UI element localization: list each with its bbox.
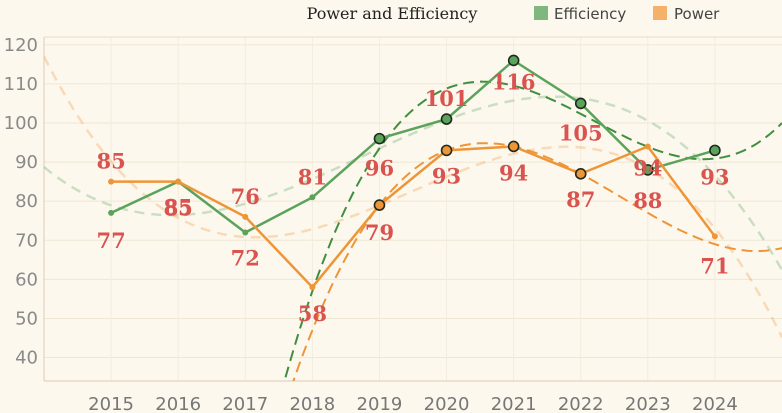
data-label-efficiency: 93 — [700, 164, 729, 189]
y-tick-label: 100 — [4, 113, 38, 134]
legend-swatch-efficiency — [534, 6, 548, 20]
data-point-power[interactable] — [574, 168, 587, 180]
data-label-efficiency: 96 — [365, 156, 394, 181]
x-tick-label: 2024 — [692, 394, 738, 413]
x-axis-ticks: 2015 2016 2017 2018 2019 2020 2021 2022 2023 2024 — [88, 394, 738, 413]
data-point-efficiency[interactable] — [709, 144, 721, 157]
y-tick-label: 120 — [4, 35, 38, 56]
data-label-power: 79 — [365, 220, 394, 245]
data-label-power: 85 — [164, 196, 193, 221]
data-point-efficiency[interactable] — [373, 132, 386, 145]
data-point-power[interactable] — [108, 178, 115, 185]
data-point-power[interactable] — [711, 233, 718, 240]
y-tick-label: 80 — [15, 191, 38, 212]
data-label-efficiency: 85 — [164, 195, 193, 220]
data-point-power[interactable] — [309, 284, 316, 291]
y-tick-label: 50 — [15, 308, 38, 329]
x-tick-label: 2015 — [88, 394, 134, 413]
trend-line-recent-efficiency — [284, 80, 782, 378]
trend-line-recent-power — [292, 142, 782, 381]
data-point-efficiency[interactable] — [507, 54, 520, 67]
y-tick-label: 90 — [15, 152, 38, 173]
y-tick-label: 110 — [4, 74, 38, 95]
x-tick-label: 2017 — [222, 394, 268, 413]
y-tick-label: 40 — [15, 348, 38, 369]
data-label-efficiency: 116 — [492, 69, 536, 94]
x-tick-label: 2018 — [289, 394, 335, 413]
data-label-power: 76 — [231, 184, 260, 209]
data-point-power[interactable] — [242, 213, 249, 220]
y-tick-label: 60 — [15, 269, 38, 290]
data-point-efficiency[interactable] — [642, 164, 654, 176]
data-point-efficiency[interactable] — [574, 97, 587, 110]
data-point-efficiency[interactable] — [440, 113, 453, 125]
trend-line-all-efficiency — [44, 95, 782, 271]
data-label-efficiency: 77 — [96, 228, 125, 253]
legend-swatch-power — [653, 6, 667, 20]
data-label-efficiency: 88 — [633, 188, 662, 213]
x-tick-label: 2023 — [625, 394, 671, 413]
y-tick-label: 70 — [15, 230, 38, 251]
data-point-power[interactable] — [507, 140, 520, 153]
data-label-efficiency: 81 — [298, 164, 327, 189]
data-point-power[interactable] — [373, 199, 386, 211]
trend-lines — [44, 55, 782, 381]
x-tick-label: 2019 — [357, 394, 403, 413]
data-label-power: 85 — [96, 149, 125, 174]
data-point-efficiency[interactable] — [309, 194, 316, 201]
data-point-efficiency[interactable] — [242, 229, 249, 236]
data-label-power: 58 — [298, 301, 327, 326]
data-label-power: 94 — [499, 160, 528, 185]
series-line-power — [111, 144, 716, 290]
trend-line-all-power — [44, 55, 782, 338]
y-axis-ticks: 40 50 60 70 80 90 100 110 120 — [4, 35, 38, 369]
data-point-power[interactable] — [644, 143, 651, 150]
data-point-power[interactable] — [440, 144, 453, 157]
data-point-power[interactable] — [175, 178, 182, 185]
data-label-power: 94 — [633, 155, 662, 180]
chart-title: Power and Efficiency — [307, 4, 478, 23]
data-label-efficiency: 72 — [231, 245, 260, 270]
trend-lines-clipped — [44, 55, 782, 381]
data-label-efficiency: 105 — [559, 120, 603, 145]
series-points — [108, 54, 721, 291]
x-tick-label: 2016 — [155, 394, 201, 413]
legend[interactable]: Efficiency Power — [534, 5, 720, 23]
legend-label-efficiency: Efficiency — [554, 5, 626, 23]
data-label-power: 93 — [432, 163, 461, 188]
data-label-efficiency: 101 — [425, 86, 469, 111]
series-lines — [110, 58, 716, 290]
data-label-power: 71 — [700, 253, 729, 278]
x-tick-label: 2021 — [491, 394, 537, 413]
legend-label-power: Power — [674, 5, 720, 23]
data-label-power: 87 — [566, 187, 595, 212]
data-point-efficiency[interactable] — [108, 209, 115, 216]
x-tick-label: 2022 — [558, 394, 604, 413]
series-line-efficiency — [110, 58, 716, 234]
x-tick-label: 2020 — [424, 394, 470, 413]
